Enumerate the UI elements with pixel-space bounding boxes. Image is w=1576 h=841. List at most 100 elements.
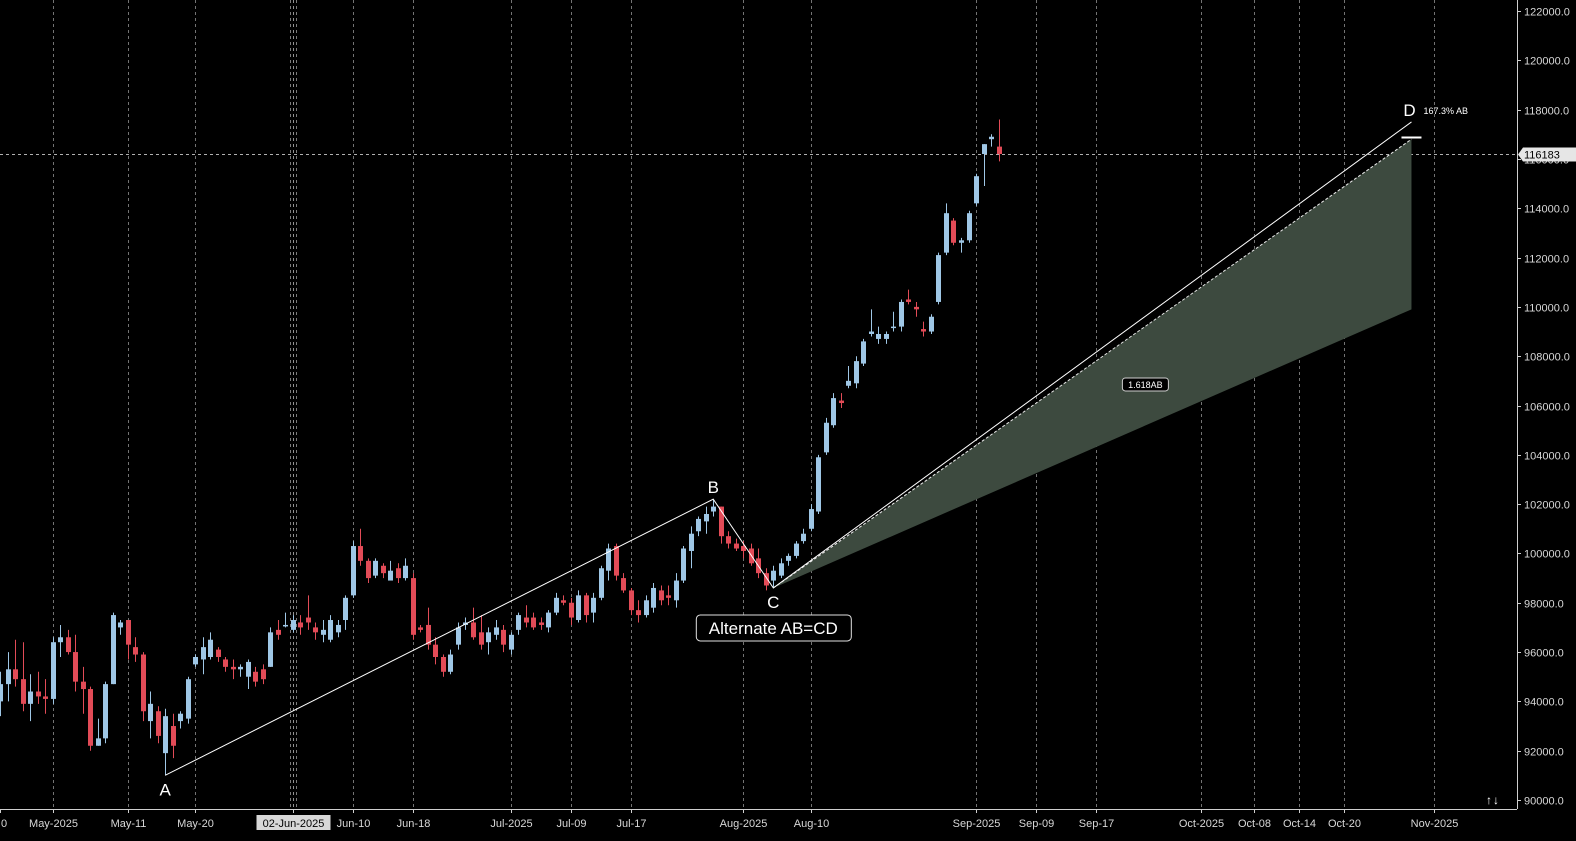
candle-body [719, 506, 724, 537]
candle-body [959, 240, 964, 243]
point-label-d: D [1403, 101, 1415, 120]
candle-body [433, 644, 438, 657]
candle-up [786, 553, 791, 566]
candle-up [193, 654, 198, 667]
candle-body [967, 213, 972, 241]
candle-up [681, 546, 686, 584]
candle-body [546, 612, 551, 628]
candle-body [621, 578, 626, 591]
candle-body [861, 341, 866, 364]
cd-ratio-box [1121, 377, 1169, 392]
candle-body [921, 329, 926, 332]
x-tick-label: Jun-18 [397, 818, 431, 830]
candle-down [418, 624, 423, 633]
scroll-arrows-icon[interactable]: ↑↓ [1486, 793, 1500, 807]
candle-up [809, 504, 814, 532]
y-tick-label: 122000.0 [1524, 7, 1570, 19]
candle-up [268, 627, 273, 667]
candle-up [854, 356, 859, 389]
candle-up [944, 203, 949, 256]
candle-body [704, 513, 709, 522]
candle-body [13, 669, 18, 680]
candle-down [381, 563, 386, 579]
candle-body [681, 548, 686, 581]
candle-up [696, 516, 701, 537]
candle-up [974, 173, 979, 206]
candle-body [306, 617, 311, 623]
candle-body [456, 627, 461, 645]
candle-body [659, 590, 664, 601]
x-tick-label: May-20 [177, 818, 214, 830]
y-tick-label: 106000.0 [1524, 402, 1570, 414]
candle-up [328, 615, 333, 643]
candle-up [576, 590, 581, 623]
candle-body [186, 679, 191, 719]
candle-up [967, 210, 972, 243]
point-label-c: C [767, 593, 779, 612]
candle-body [366, 560, 371, 579]
candle-down [223, 656, 228, 672]
candle-up [246, 659, 251, 690]
candle-up [816, 454, 821, 514]
candle-down [471, 607, 476, 640]
candle-up [936, 252, 941, 305]
candle-body [88, 689, 93, 746]
candle-down [906, 289, 911, 305]
candle-body [974, 176, 979, 204]
candle-body [268, 632, 273, 667]
candle-body [944, 213, 949, 253]
candle-up [283, 612, 288, 628]
candle-up [178, 711, 183, 729]
x-tick-label: Aug-10 [794, 818, 829, 830]
abcd-pattern: A B C D 167.3% AB 1.618AB Alternate AB=CD [160, 101, 1469, 799]
candle-down [358, 528, 363, 566]
candle-down [501, 624, 506, 653]
candle-body [891, 326, 896, 329]
candle-body [651, 587, 656, 608]
candle-body [696, 518, 701, 532]
point-label-a: A [160, 780, 172, 799]
y-tick-label: 94000.0 [1524, 697, 1564, 709]
x-tick-label: Jul-09 [557, 818, 587, 830]
candle-body [28, 691, 33, 704]
candle-down [666, 585, 671, 606]
candle-body [899, 301, 904, 327]
candle-up [546, 610, 551, 633]
candle-body [554, 597, 559, 613]
candle-up [238, 664, 243, 677]
candle-down [231, 659, 236, 680]
candle-body [884, 333, 889, 339]
projection-upper-edge [773, 138, 1412, 589]
point-label-b: B [708, 478, 719, 497]
candle-body [141, 654, 146, 712]
candle-up [321, 620, 326, 643]
candle-body [539, 622, 544, 625]
candle-down [253, 666, 258, 687]
candle-down [839, 393, 844, 408]
candle-body [764, 573, 769, 586]
x-tick-highlight [256, 815, 331, 830]
candle-body [418, 627, 423, 630]
candle-body [216, 649, 221, 657]
x-tick-label: Oct-2025 [1179, 818, 1224, 830]
candle-up [208, 632, 213, 660]
y-tick-label: 110000.0 [1524, 303, 1569, 315]
candle-down [171, 713, 176, 759]
candle-down [366, 558, 371, 584]
candle-body [561, 600, 566, 603]
candle-up [111, 612, 116, 685]
candle-body [479, 632, 484, 645]
candle-body [869, 331, 874, 334]
candle-body [982, 144, 987, 155]
candle-body [516, 615, 521, 630]
candle-up [599, 565, 604, 601]
candle-down [539, 617, 544, 630]
candle-up [591, 592, 596, 623]
candle-up [771, 565, 776, 588]
candle-body [614, 546, 619, 576]
candle-body [231, 666, 236, 670]
candle-body [411, 578, 416, 635]
candle-body [486, 632, 491, 643]
candle-body [36, 691, 41, 697]
